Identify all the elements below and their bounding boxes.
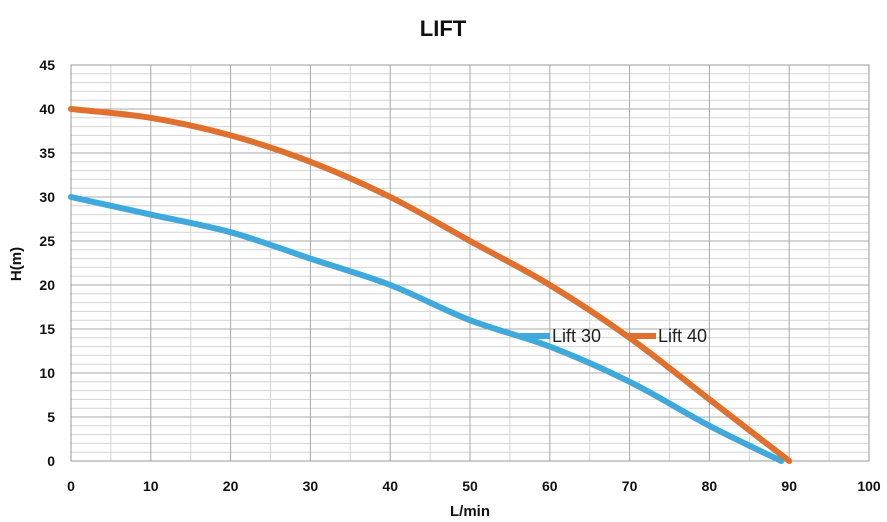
y-axis-tick-labels: 0 5 10 15 20 25 30 35 40 45 bbox=[39, 57, 55, 469]
x-tick-label: 50 bbox=[462, 478, 478, 494]
x-axis-title: L/min bbox=[450, 503, 490, 520]
y-tick-label: 0 bbox=[47, 453, 55, 469]
x-tick-label: 90 bbox=[781, 478, 797, 494]
x-tick-label: 80 bbox=[702, 478, 718, 494]
x-tick-label: 10 bbox=[143, 478, 159, 494]
x-tick-label: 20 bbox=[223, 478, 239, 494]
y-tick-label: 25 bbox=[39, 233, 55, 249]
x-tick-label: 40 bbox=[382, 478, 398, 494]
plot-area-frame bbox=[70, 64, 870, 462]
y-tick-label: 15 bbox=[39, 321, 55, 337]
y-tick-label: 35 bbox=[39, 145, 55, 161]
y-tick-label: 20 bbox=[39, 277, 55, 293]
series-layer bbox=[68, 106, 793, 464]
y-tick-label: 10 bbox=[39, 365, 55, 381]
y-axis-title: H(m) bbox=[8, 247, 25, 281]
chart-title: LIFT bbox=[420, 16, 467, 41]
x-axis-tick-labels: 0 10 20 30 40 50 60 70 80 90 100 bbox=[67, 478, 881, 494]
y-tick-label: 30 bbox=[39, 189, 55, 205]
x-tick-label: 30 bbox=[303, 478, 319, 494]
x-tick-label: 100 bbox=[857, 478, 881, 494]
x-tick-label: 70 bbox=[622, 478, 638, 494]
series-line-lift-30 bbox=[68, 194, 785, 464]
legend: Lift 30 Lift 40 bbox=[520, 326, 707, 346]
x-tick-label: 0 bbox=[67, 478, 75, 494]
y-tick-label: 45 bbox=[39, 57, 55, 73]
legend-label-lift-30: Lift 30 bbox=[552, 326, 601, 346]
legend-label-lift-40: Lift 40 bbox=[658, 326, 707, 346]
x-tick-label: 60 bbox=[542, 478, 558, 494]
y-tick-label: 40 bbox=[39, 101, 55, 117]
series-line-lift-40 bbox=[68, 106, 793, 464]
y-tick-label: 5 bbox=[47, 409, 55, 425]
